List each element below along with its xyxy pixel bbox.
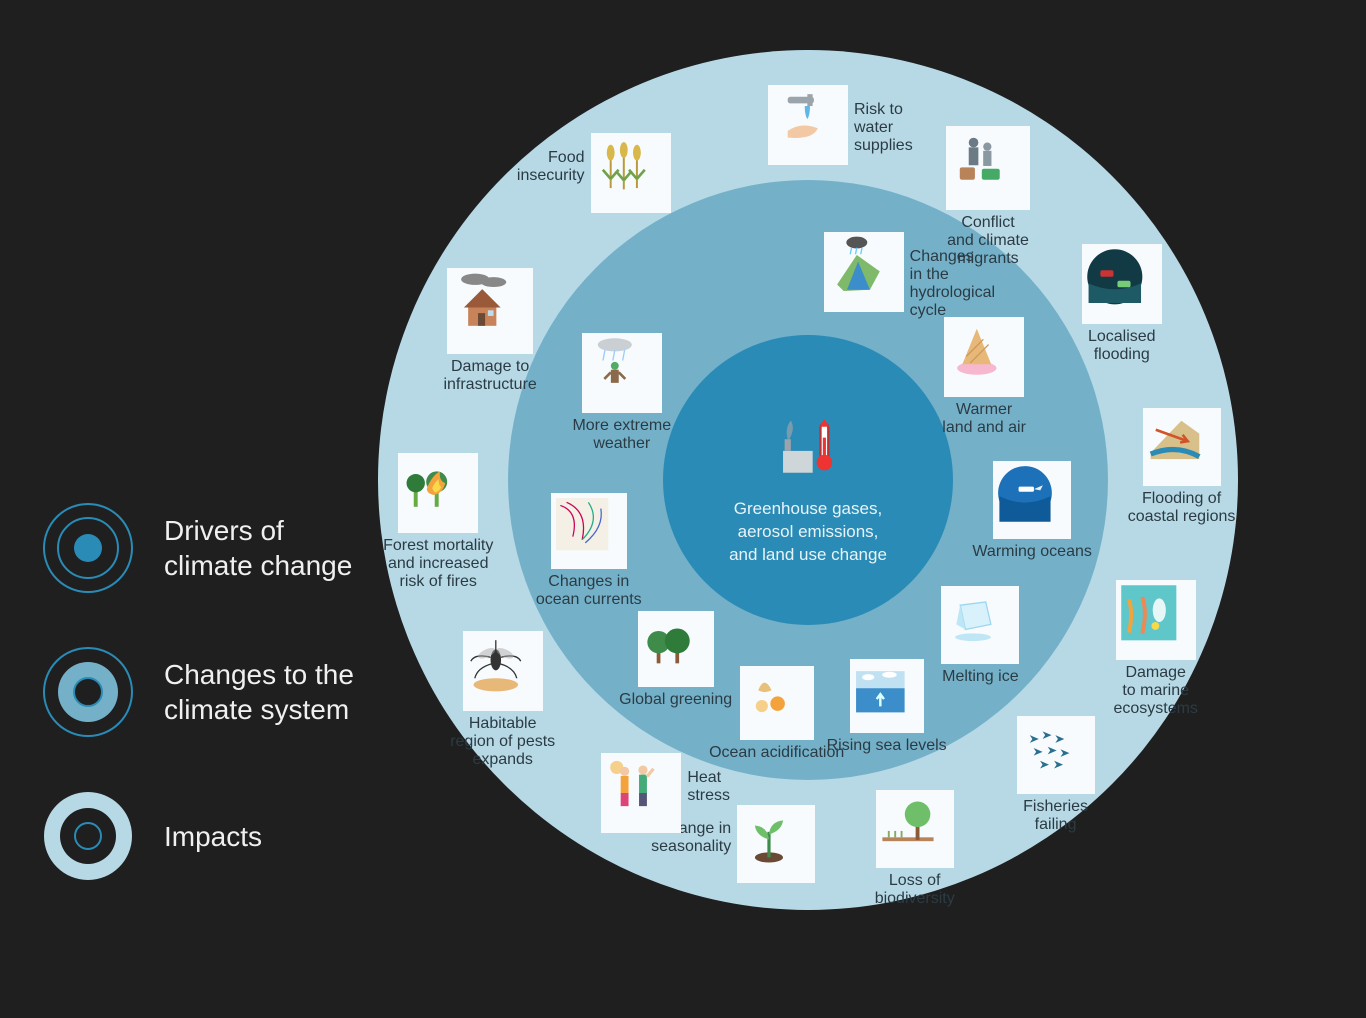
center-label: Greenhouse gases,aerosol emissions,and l… xyxy=(698,498,918,567)
legend-changes: Changes to theclimate system xyxy=(40,644,354,740)
node-warm-land-label: Warmerland and air xyxy=(914,401,1054,437)
node-warm-ocean-label: Warming oceans xyxy=(962,543,1102,561)
hot-people-icon xyxy=(601,753,681,833)
node-acid-label: Ocean acidification xyxy=(707,744,847,762)
node-food-label: Foodinsecurity xyxy=(445,149,585,185)
family-luggage-icon xyxy=(946,126,1030,210)
house-storm-icon xyxy=(447,268,533,354)
ice-cube-icon xyxy=(941,586,1019,664)
sprout-icon xyxy=(737,805,815,883)
node-local-flood-label: Localisedflooding xyxy=(1052,328,1192,364)
legend-impacts-label: Impacts xyxy=(164,819,262,854)
shells-icon xyxy=(740,666,814,740)
node-coastal-flood-label: Flooding ofcoastal regions xyxy=(1112,490,1252,526)
coast-wave-icon xyxy=(1143,408,1221,486)
legend-changes-label: Changes to theclimate system xyxy=(164,657,354,727)
node-fisheries-label: Fisheriesfailing xyxy=(986,798,1126,834)
node-pests-label: Habitableregion of pestsexpands xyxy=(433,715,573,769)
ice-cream-icon xyxy=(944,317,1024,397)
node-biodiv-label: Loss ofbiodiversity xyxy=(845,872,985,908)
land-rain-icon xyxy=(824,232,904,312)
legend-impacts: Impacts xyxy=(40,788,354,884)
node-currents-label: Changes inocean currents xyxy=(519,573,659,609)
trees-icon xyxy=(638,611,714,687)
factory-thermometer-icon xyxy=(769,408,847,486)
ocean-boat-icon xyxy=(993,461,1071,539)
node-greening-label: Global greening xyxy=(606,691,746,709)
node-heat-label: Heatstress xyxy=(687,769,827,805)
node-fires-label: Forest mortalityand increasedrisk of fir… xyxy=(368,537,508,591)
node-melting-ice-label: Melting ice xyxy=(910,668,1050,686)
lone-tree-icon xyxy=(876,790,954,868)
tap-hand-icon xyxy=(768,85,848,165)
legend: Drivers ofclimate change Changes to thec… xyxy=(40,500,354,932)
fish-school-icon xyxy=(1017,716,1095,794)
node-infra-label: Damage toinfrastructure xyxy=(420,358,560,394)
forest-fire-icon xyxy=(398,453,478,533)
legend-drivers: Drivers ofclimate change xyxy=(40,500,354,596)
node-extreme-label: More extremeweather xyxy=(552,417,692,453)
climate-diagram: Greenhouse gases,aerosol emissions,and l… xyxy=(0,0,1366,1018)
sea-level-icon xyxy=(850,659,924,733)
currents-icon xyxy=(551,493,627,569)
node-migrants-label: Conflictand climatemigrants xyxy=(918,214,1058,268)
mosquito-icon xyxy=(463,631,543,711)
wheat-icon xyxy=(591,133,671,213)
cars-flood-icon xyxy=(1082,244,1162,324)
node-marine-label: Damageto marineecosystems xyxy=(1086,664,1226,718)
legend-drivers-label: Drivers ofclimate change xyxy=(164,513,352,583)
reef-icon xyxy=(1116,580,1196,660)
storm-person-icon xyxy=(582,333,662,413)
